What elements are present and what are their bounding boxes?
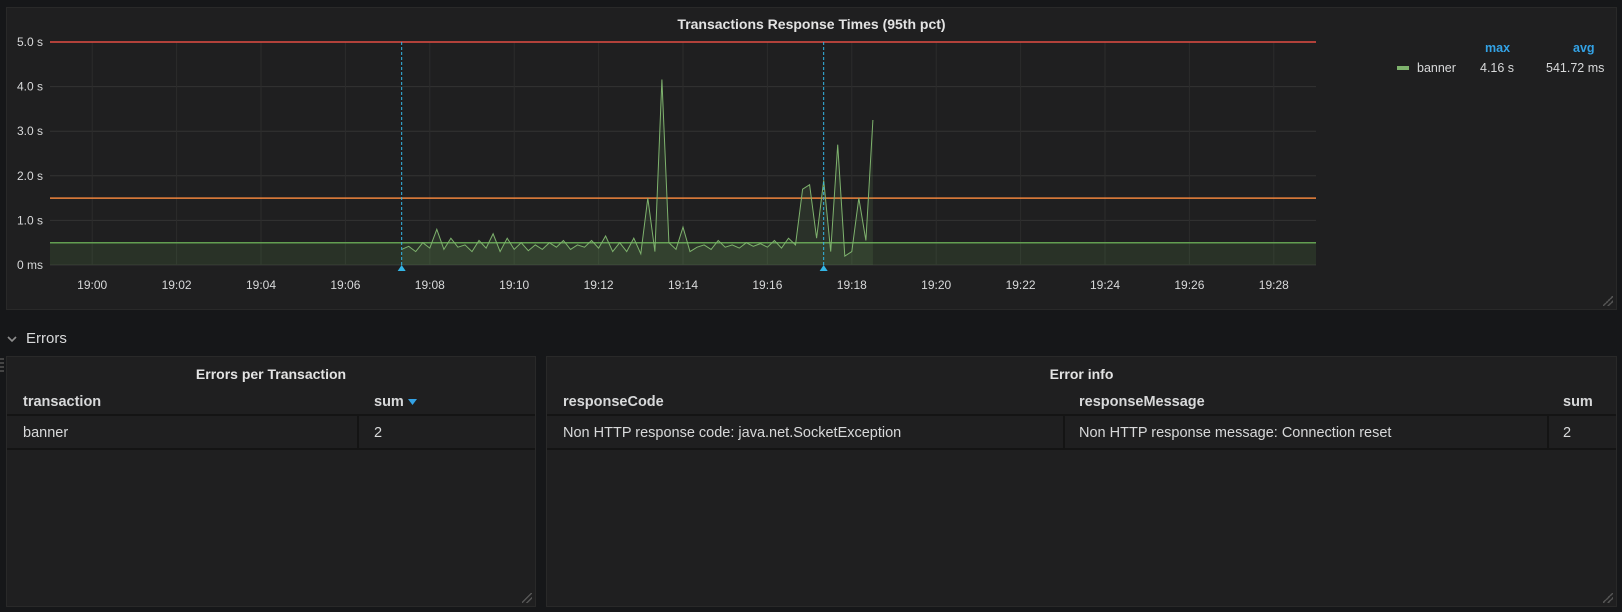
cell-response-code: Non HTTP response code: java.net.SocketE… — [563, 425, 902, 441]
series-layer — [401, 79, 874, 265]
x-tick-label: 19:10 — [499, 278, 529, 292]
x-axis: 19:00 19:02 19:04 19:06 19:08 19:10 19:12 19:14… — [77, 278, 1289, 292]
column-header-sum[interactable]: sum — [1563, 394, 1593, 410]
row-title: Errors — [26, 330, 67, 347]
x-tick-label: 19:00 — [77, 278, 107, 292]
x-tick-label: 19:26 — [1174, 278, 1204, 292]
cell-divider — [357, 416, 359, 448]
panel-resize-handle[interactable] — [522, 593, 532, 603]
threshold-fill — [50, 242, 1316, 265]
column-header-sum[interactable]: sum — [374, 394, 417, 410]
x-tick-label: 19:04 — [246, 278, 276, 292]
legend-header-avg[interactable]: avg — [1573, 41, 1595, 55]
legend-series-name[interactable]: banner — [1417, 61, 1456, 75]
legend-color-swatch[interactable] — [1397, 66, 1409, 70]
panel-title[interactable]: Error info — [1049, 366, 1114, 382]
x-tick-label: 19:20 — [921, 278, 951, 292]
column-header-transaction[interactable]: transaction — [23, 394, 102, 410]
chevron-down-icon — [7, 335, 17, 342]
y-tick-label: 1.0 s — [17, 213, 43, 227]
y-tick-label: 3.0 s — [17, 124, 43, 138]
response-time-chart[interactable]: 0 ms 1.0 s 2.0 s 3.0 s 4.0 s 5.0 s 19:00 19:02… — [7, 8, 1618, 311]
x-tick-label: 19:24 — [1090, 278, 1120, 292]
header-divider — [7, 414, 535, 416]
chart-grid — [50, 41, 1316, 266]
row-header-errors[interactable]: Errors — [6, 330, 67, 347]
x-tick-label: 19:18 — [837, 278, 867, 292]
cell-sum: 2 — [374, 425, 383, 441]
x-tick-label: 19:08 — [415, 278, 445, 292]
legend-series-avg: 541.72 ms — [1546, 61, 1605, 75]
annotation-marker[interactable] — [397, 265, 406, 271]
row-drag-handle[interactable] — [0, 358, 4, 374]
column-header-sum-label: sum — [374, 394, 404, 410]
x-tick-label: 19:28 — [1259, 278, 1289, 292]
header-divider — [547, 414, 1616, 416]
row-divider — [7, 448, 535, 450]
x-tick-label: 19:02 — [162, 278, 192, 292]
x-tick-label: 19:06 — [330, 278, 360, 292]
legend-item-banner[interactable]: banner — [1397, 61, 1456, 75]
annotation-marker[interactable] — [819, 265, 828, 271]
cell-divider — [1063, 416, 1065, 448]
y-axis: 0 ms 1.0 s 2.0 s 3.0 s 4.0 s 5.0 s — [17, 35, 43, 272]
x-tick-label: 19:12 — [584, 278, 614, 292]
legend-header-max[interactable]: max — [1485, 41, 1511, 55]
column-header-response-message[interactable]: responseMessage — [1079, 394, 1205, 410]
cell-divider — [1547, 416, 1549, 448]
column-header-response-code[interactable]: responseCode — [563, 394, 664, 410]
panel-resize-handle[interactable] — [1603, 296, 1613, 306]
x-tick-label: 19:16 — [752, 278, 782, 292]
cell-sum: 2 — [1563, 425, 1572, 441]
series-area — [401, 79, 873, 265]
x-tick-label: 19:14 — [668, 278, 698, 292]
errors-per-transaction-panel: Errors per Transaction transaction sum b… — [6, 356, 536, 607]
legend-series-max: 4.16 s — [1480, 61, 1515, 75]
threshold-lines — [50, 41, 1316, 265]
panel-title[interactable]: Transactions Response Times (95th pct) — [677, 16, 946, 32]
series-line — [401, 79, 874, 257]
panel-resize-handle[interactable] — [1603, 593, 1613, 603]
y-tick-label: 2.0 s — [17, 169, 43, 183]
sort-desc-icon — [407, 399, 417, 405]
y-tick-label: 0 ms — [17, 258, 43, 272]
graph-panel: Transactions Response Times (95th pct) 0… — [6, 7, 1617, 310]
error-info-panel: Error info responseCode responseMessage … — [546, 356, 1617, 607]
y-tick-label: 4.0 s — [17, 80, 43, 94]
y-tick-label: 5.0 s — [17, 35, 43, 49]
row-divider — [547, 448, 1616, 450]
cell-transaction: banner — [23, 425, 69, 441]
cell-response-message: Non HTTP response message: Connection re… — [1079, 425, 1392, 441]
panel-title[interactable]: Errors per Transaction — [195, 366, 347, 382]
annotation-layer — [397, 42, 828, 271]
x-tick-label: 19:22 — [1006, 278, 1036, 292]
